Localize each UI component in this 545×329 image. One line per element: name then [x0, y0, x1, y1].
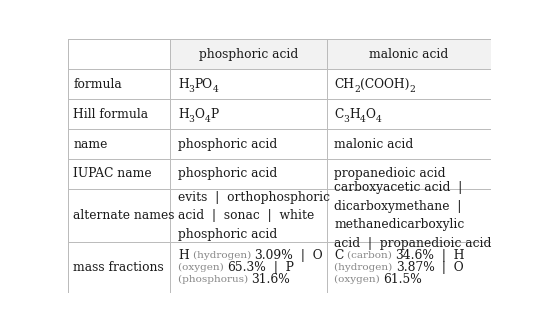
- Text: (hydrogen): (hydrogen): [334, 263, 396, 272]
- Text: (carbon): (carbon): [347, 251, 396, 260]
- Text: propanedioic acid: propanedioic acid: [334, 167, 446, 181]
- Text: 4: 4: [376, 115, 382, 124]
- Bar: [326, 39, 490, 69]
- Text: mass fractions: mass fractions: [73, 261, 164, 274]
- Text: |  P: | P: [266, 261, 294, 274]
- Text: (oxygen): (oxygen): [334, 275, 383, 284]
- Text: CH: CH: [334, 78, 354, 91]
- Text: 3: 3: [189, 86, 195, 94]
- Text: 65.3%: 65.3%: [227, 261, 266, 274]
- Bar: [326, 99, 490, 129]
- Text: 2: 2: [354, 86, 360, 94]
- Text: evits  |  orthophosphoric
acid  |  sonac  |  white
phosphoric acid: evits | orthophosphoric acid | sonac | w…: [178, 190, 330, 240]
- Bar: [326, 189, 490, 242]
- Text: Hill formula: Hill formula: [73, 108, 148, 121]
- Text: (COOH): (COOH): [360, 78, 410, 91]
- Bar: [68, 242, 171, 293]
- Text: (oxygen): (oxygen): [178, 263, 227, 272]
- Text: formula: formula: [73, 78, 122, 91]
- Bar: [171, 189, 326, 242]
- Bar: [171, 99, 326, 129]
- Bar: [171, 69, 326, 99]
- Text: malonic acid: malonic acid: [334, 138, 414, 151]
- Text: C: C: [334, 249, 343, 262]
- Text: C: C: [334, 108, 343, 121]
- Text: 3: 3: [343, 115, 349, 124]
- Bar: [68, 99, 171, 129]
- Bar: [68, 129, 171, 159]
- Bar: [171, 159, 326, 189]
- Text: carboxyacetic acid  |
dicarboxymethane  |
methanedicarboxylic
acid  |  propanedi: carboxyacetic acid | dicarboxymethane | …: [334, 181, 492, 250]
- Bar: [326, 69, 490, 99]
- Text: 4: 4: [213, 86, 219, 94]
- Text: H: H: [178, 78, 189, 91]
- Bar: [171, 242, 326, 293]
- Text: (hydrogen): (hydrogen): [192, 251, 254, 260]
- Bar: [171, 39, 326, 69]
- Text: name: name: [73, 138, 107, 151]
- Text: (phosphorus): (phosphorus): [178, 275, 251, 284]
- Text: |  O: | O: [434, 261, 464, 274]
- Text: IUPAC name: IUPAC name: [73, 167, 152, 181]
- Text: H: H: [178, 249, 189, 262]
- Text: 4: 4: [204, 115, 210, 124]
- Text: |  O: | O: [293, 249, 323, 262]
- Bar: [326, 129, 490, 159]
- Text: 3: 3: [189, 115, 195, 124]
- Text: 4: 4: [360, 115, 366, 124]
- Bar: [68, 159, 171, 189]
- Text: P: P: [210, 108, 219, 121]
- Text: 61.5%: 61.5%: [383, 273, 422, 286]
- Text: O: O: [366, 108, 376, 121]
- Text: H: H: [178, 108, 189, 121]
- Text: 3.87%: 3.87%: [396, 261, 434, 274]
- Bar: [326, 242, 490, 293]
- Text: PO: PO: [195, 78, 213, 91]
- Text: malonic acid: malonic acid: [369, 48, 448, 61]
- Text: phosphoric acid: phosphoric acid: [199, 48, 298, 61]
- Bar: [68, 39, 171, 69]
- Text: 2: 2: [410, 86, 415, 94]
- Bar: [68, 189, 171, 242]
- Text: 31.6%: 31.6%: [251, 273, 290, 286]
- Bar: [326, 159, 490, 189]
- Bar: [68, 69, 171, 99]
- Bar: [171, 129, 326, 159]
- Text: 3.09%: 3.09%: [254, 249, 293, 262]
- Text: alternate names: alternate names: [73, 209, 175, 222]
- Text: phosphoric acid: phosphoric acid: [178, 167, 277, 181]
- Text: phosphoric acid: phosphoric acid: [178, 138, 277, 151]
- Text: H: H: [349, 108, 360, 121]
- Text: 34.6%: 34.6%: [396, 249, 434, 262]
- Text: |  H: | H: [434, 249, 465, 262]
- Text: O: O: [195, 108, 204, 121]
